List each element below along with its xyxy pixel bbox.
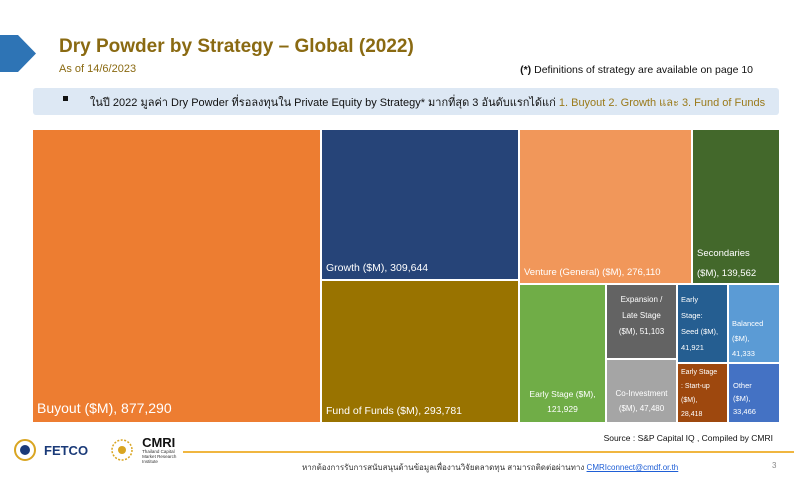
footer-contact: หากต้องการรับการสนับสนุนด้านข้อมูลเพื่อง… (302, 461, 678, 474)
logos: FETCO CMRI Thailand Capital Market Resea… (14, 436, 186, 464)
treemap-label-early-stage-m: Early Stage ($M), 121,929 (529, 389, 595, 414)
treemap-label-growth-m: Growth ($M), 309,644 (326, 262, 428, 274)
treemap-label-co-investment-m: Co-Investment ($M), 47,480 (615, 389, 668, 413)
cmri-logo-icon (111, 439, 133, 461)
footer-text: หากต้องการรับการสนับสนุนด้านข้อมูลเพื่อง… (302, 463, 585, 472)
definition-text: Definitions of strategy are available on… (534, 64, 753, 76)
definition-mark: (*) (520, 64, 532, 76)
treemap-label-early-stage-seed-m: Early Stage: Seed ($M), 41,921 (681, 295, 718, 352)
treemap-cell-expansion-late-stage-m (607, 285, 676, 358)
contact-email-link[interactable]: CMRIconnect@cmdf.or.th (586, 463, 679, 472)
summary-callout: ในปี 2022 มูลค่า Dry Powder ที่รอลงทุนใน… (33, 88, 779, 115)
treemap-cell-fund-of-funds-m (322, 281, 518, 422)
treemap-label-balanced-m: Balanced ($M), 41,333 (732, 319, 763, 358)
page-number: 3 (772, 461, 777, 470)
fetco-logo-text: FETCO (44, 442, 89, 458)
treemap-cell-venture-general-m (520, 130, 691, 283)
treemap-label-early-stage-start-up-m: Early Stage: Start-up ($M), 28,418 (681, 369, 717, 418)
treemap-cell-buyout-m (33, 130, 320, 422)
as-of-date: As of 14/6/2023 (59, 63, 137, 75)
cmri-subtitle: Thailand Capital Market Research Institu… (142, 449, 177, 464)
page-title: Dry Powder by Strategy – Global (2022) (59, 36, 414, 57)
treemap-cell-early-stage-start-up-m (678, 364, 727, 422)
section-arrow-icon (0, 35, 36, 72)
treemap-cell-secondaries (693, 130, 779, 283)
treemap-cell-co-investment-m (607, 360, 676, 422)
treemap-cell-early-stage-m (520, 285, 605, 422)
footer-divider (183, 451, 794, 453)
cmri-name: CMRI (142, 435, 176, 450)
treemap-label-secondaries: Secondaries ($M), 139,562 (697, 248, 756, 279)
treemap-label-venture-general-m: Venture (General) ($M), 276,110 (524, 267, 661, 278)
callout-highlight: 1. Buyout 2. Growth และ 3. Fund of Funds (558, 96, 766, 109)
treemap-label-expansion-late-stage-m: Expansion / Late Stage ($M), 51,103 (619, 295, 665, 336)
source-note: Source : S&P Capital IQ , Compiled by CM… (603, 433, 773, 443)
callout-text: ในปี 2022 มูลค่า Dry Powder ที่รอลงทุนใน… (90, 93, 765, 111)
fetco-logo-icon (14, 439, 36, 461)
treemap-label-fund-of-funds-m: Fund of Funds ($M), 293,781 (326, 405, 462, 417)
callout-main-text: ในปี 2022 มูลค่า Dry Powder ที่รอลงทุนใน… (90, 96, 556, 109)
treemap-cell-growth-m (322, 130, 518, 279)
treemap-label-other-m: Other ($M), 33,466 (733, 381, 756, 416)
definition-note: (*) Definitions of strategy are availabl… (520, 64, 753, 76)
treemap-cell-other-m (729, 364, 779, 422)
treemap-label-buyout-m: Buyout ($M), 877,290 (37, 400, 172, 416)
cmri-logo-text: CMRI Thailand Capital Market Research In… (142, 436, 186, 464)
treemap-cell-early-stage-seed-m (678, 285, 727, 362)
treemap-cell-balanced-m (729, 285, 779, 362)
bullet-icon (63, 96, 68, 101)
